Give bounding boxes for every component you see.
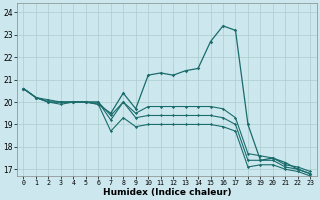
X-axis label: Humidex (Indice chaleur): Humidex (Indice chaleur)	[103, 188, 231, 197]
